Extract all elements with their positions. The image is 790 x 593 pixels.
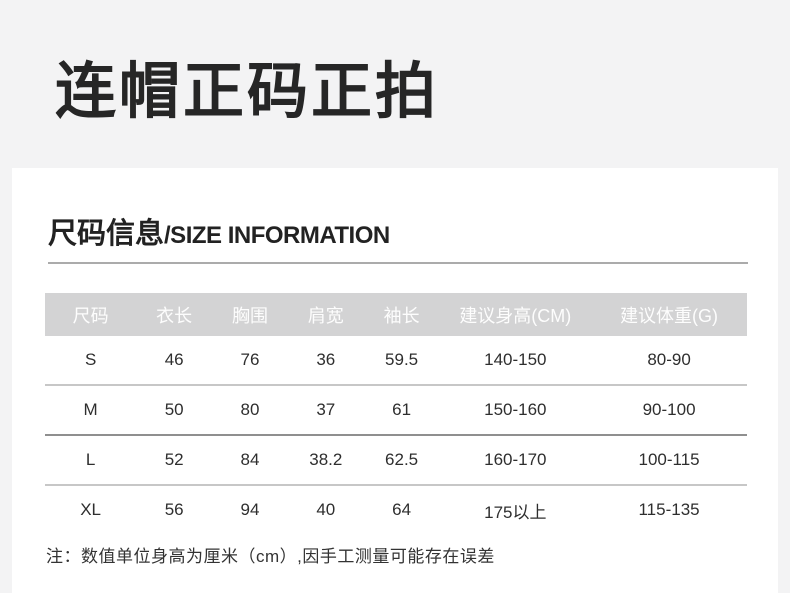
table-row-xl: XL 56 94 40 64 175以上 115-135	[45, 485, 747, 534]
section-title-cn: 尺码信息	[48, 218, 165, 250]
cell: 175以上	[439, 485, 592, 534]
cell: 50	[136, 385, 213, 436]
cell: 76	[212, 336, 288, 386]
cell: 36	[287, 336, 364, 386]
cell: XL	[45, 485, 137, 534]
cell: M	[45, 385, 137, 436]
cell: 56	[136, 485, 213, 534]
cell: 115-135	[591, 485, 747, 534]
header-cell-shoulder: 肩宽	[287, 293, 364, 336]
cell: 38.2	[287, 435, 364, 486]
cell: 64	[363, 485, 440, 534]
cell: 80-90	[591, 336, 747, 386]
header-cell-weight: 建议体重(G)	[591, 293, 747, 336]
table-row-l: L 52 84 38.2 62.5 160-170 100-115	[45, 435, 747, 486]
cell: 61	[363, 385, 440, 436]
cell: 84	[212, 435, 288, 486]
cell: S	[45, 336, 137, 386]
note-text: 注：数值单位身高为厘米（cm）,因手工测量可能存在误差	[46, 547, 495, 566]
section-divider	[48, 262, 748, 264]
section-title-en: /SIZE INFORMATION	[164, 222, 390, 249]
cell: 37	[287, 385, 364, 436]
header-cell-height: 建议身高(CM)	[439, 293, 592, 336]
header-cell-sleeve: 袖长	[363, 293, 440, 336]
cell: 46	[136, 336, 213, 386]
cell: 90-100	[591, 385, 747, 436]
header-cell-bust: 胸围	[212, 293, 288, 336]
header-cell-length: 衣长	[136, 293, 213, 336]
cell: L	[45, 435, 137, 486]
content-card: 尺码信息/SIZE INFORMATION 尺码 衣长 胸围 肩宽 袖长 建议身…	[12, 168, 778, 593]
page-title: 连帽正码正拍	[55, 57, 440, 125]
cell: 140-150	[439, 336, 592, 386]
cell: 80	[212, 385, 288, 436]
cell: 40	[287, 485, 364, 534]
table-row-s: S 46 76 36 59.5 140-150 80-90	[45, 336, 747, 386]
header-cell-size: 尺码	[45, 293, 137, 336]
cell: 62.5	[363, 435, 440, 486]
cell: 94	[212, 485, 288, 534]
section-header: 尺码信息/SIZE INFORMATION	[48, 210, 390, 252]
cell: 150-160	[439, 385, 592, 436]
size-table: 尺码 衣长 胸围 肩宽 袖长 建议身高(CM) 建议体重(G) S 46 76 …	[45, 293, 747, 534]
table-header-row: 尺码 衣长 胸围 肩宽 袖长 建议身高(CM) 建议体重(G)	[45, 293, 747, 336]
cell: 59.5	[363, 336, 440, 386]
cell: 100-115	[591, 435, 747, 486]
cell: 52	[136, 435, 213, 486]
table-row-m: M 50 80 37 61 150-160 90-100	[45, 385, 747, 436]
cell: 160-170	[439, 435, 592, 486]
